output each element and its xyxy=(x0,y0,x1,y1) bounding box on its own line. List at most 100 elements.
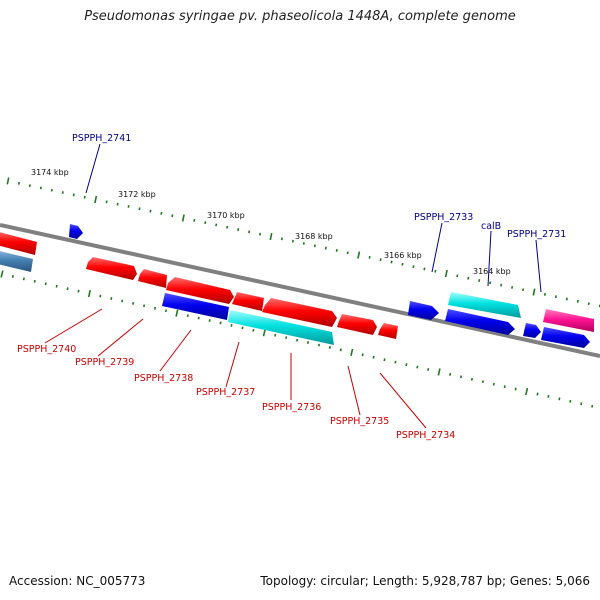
gene-calB[interactable] xyxy=(448,292,521,318)
inner-tick-4 xyxy=(44,282,47,286)
scale-label-3170: 3170 kbp xyxy=(207,211,245,220)
gene-blue-2[interactable] xyxy=(408,301,439,320)
label-calB[interactable]: calB xyxy=(481,221,501,232)
scale-label-3166: 3166 kbp xyxy=(384,251,422,260)
leader-pspph-2738 xyxy=(159,329,192,372)
gene-pspph-2741[interactable] xyxy=(69,224,83,239)
outer-tick-35 xyxy=(390,260,393,264)
scale-label-3168: 3168 kbp xyxy=(295,232,333,241)
outer-tick-29 xyxy=(324,246,327,250)
gene-pspph-2739[interactable] xyxy=(138,269,167,288)
inner-tick-50 xyxy=(547,395,550,398)
inner-tick-33 xyxy=(361,353,364,357)
label-pspph-2735[interactable]: PSPPH_2735 xyxy=(330,416,389,427)
outer-tick-2 xyxy=(28,184,31,188)
inner-tick-38 xyxy=(416,365,419,369)
leader-pspph-2741 xyxy=(85,143,101,194)
label-pspph-2734[interactable]: PSPPH_2734 xyxy=(396,430,455,441)
outer-tick-41 xyxy=(456,274,459,278)
outer-tick-3 xyxy=(39,186,42,190)
outer-tick-1 xyxy=(17,181,20,185)
outer-tick-50 xyxy=(554,295,557,299)
outer-tick-12 xyxy=(138,207,141,211)
label-pspph-2736[interactable]: PSPPH_2736 xyxy=(262,402,321,413)
inner-tick-14 xyxy=(153,306,157,310)
outer-tick-34 xyxy=(379,258,382,262)
outer-tick-27 xyxy=(302,242,305,245)
inner-tick-15 xyxy=(164,309,167,313)
label-pspph-2738[interactable]: PSPPH_2738 xyxy=(134,373,193,384)
outer-tick-46 xyxy=(511,286,514,289)
label-pspph-2731[interactable]: PSPPH_2731 xyxy=(507,229,566,240)
gene-pspph-2740[interactable] xyxy=(86,257,137,280)
leader-pspph-2737 xyxy=(225,341,240,388)
outer-tick-10 xyxy=(116,202,119,206)
outer-tick-33 xyxy=(368,255,371,259)
genes xyxy=(0,224,594,348)
inner-tick-43 xyxy=(470,377,473,381)
inner-tick-19 xyxy=(208,319,211,322)
inner-tick-28 xyxy=(306,341,310,344)
gene-pspph-2736[interactable] xyxy=(262,298,337,327)
outer-tick-14 xyxy=(160,211,163,215)
outer-tick-38 xyxy=(423,267,426,271)
outer-tick-36 xyxy=(401,262,404,266)
gene-blue-1[interactable] xyxy=(162,293,229,320)
gene-pspph-2735[interactable] xyxy=(337,314,377,335)
outer-tick-15 xyxy=(171,214,174,218)
outer-tick-17 xyxy=(193,218,196,222)
inner-tick-42 xyxy=(459,375,463,379)
outer-tick-26 xyxy=(291,239,294,243)
label-pspph-2737[interactable]: PSPPH_2737 xyxy=(196,387,255,398)
outer-tick-48 xyxy=(532,288,536,296)
leader-pspph-2731 xyxy=(535,239,542,293)
label-pspph-2733[interactable]: PSPPH_2733 xyxy=(414,212,473,223)
outer-tick-30 xyxy=(335,248,338,252)
gene-red-left[interactable] xyxy=(0,231,37,255)
leader-pspph-2735 xyxy=(347,365,361,416)
outer-tick-51 xyxy=(565,297,568,301)
inner-tick-40 xyxy=(437,368,441,376)
outer-tick-47 xyxy=(522,288,525,292)
outer-tick-42 xyxy=(467,276,470,280)
inner-tick-13 xyxy=(143,304,146,308)
gene-cyan-1[interactable] xyxy=(228,310,334,345)
inner-tick-16 xyxy=(175,309,179,317)
gene-blue-3[interactable] xyxy=(445,309,515,335)
inner-tick-1 xyxy=(11,275,14,278)
outer-tick-22 xyxy=(248,230,251,234)
leader-pspph-2740 xyxy=(44,308,103,344)
gene-pspph-2738[interactable] xyxy=(166,277,234,304)
gene-pspph-2737[interactable] xyxy=(232,292,264,311)
inner-tick-48 xyxy=(525,387,529,396)
outer-tick-37 xyxy=(412,265,415,269)
outer-tick-track xyxy=(6,177,600,308)
gene-pspph-2734[interactable] xyxy=(378,323,398,339)
inner-tick-29 xyxy=(317,343,320,347)
gene-blue-5[interactable] xyxy=(541,327,590,348)
inner-tick-34 xyxy=(372,355,375,359)
inner-tick-0 xyxy=(0,270,4,278)
gene-blue-4[interactable] xyxy=(523,323,541,338)
inner-tick-49 xyxy=(536,392,539,396)
label-pspph-2740[interactable]: PSPPH_2740 xyxy=(17,344,76,355)
outer-tick-11 xyxy=(127,205,130,208)
gene-steel-left[interactable] xyxy=(0,250,33,272)
leader-pspph-2733 xyxy=(431,222,443,273)
inner-tick-23 xyxy=(252,328,255,332)
outer-tick-23 xyxy=(259,232,262,236)
outer-tick-43 xyxy=(478,279,481,282)
outer-tick-31 xyxy=(346,251,349,255)
label-pspph-2741[interactable]: PSPPH_2741 xyxy=(72,133,131,144)
label-pspph-2739[interactable]: PSPPH_2739 xyxy=(75,357,134,368)
outer-tick-16 xyxy=(181,214,185,222)
inner-tick-6 xyxy=(66,287,69,291)
inner-tick-41 xyxy=(449,372,452,376)
gene-labels: PSPPH_2741 PSPPH_2733 calB PSPPH_2731 PS… xyxy=(17,133,566,441)
outer-tick-9 xyxy=(105,200,108,204)
gene-pink[interactable] xyxy=(543,309,594,332)
inner-tick-44 xyxy=(481,380,484,384)
outer-tick-19 xyxy=(215,223,218,227)
inner-tick-3 xyxy=(33,279,36,283)
